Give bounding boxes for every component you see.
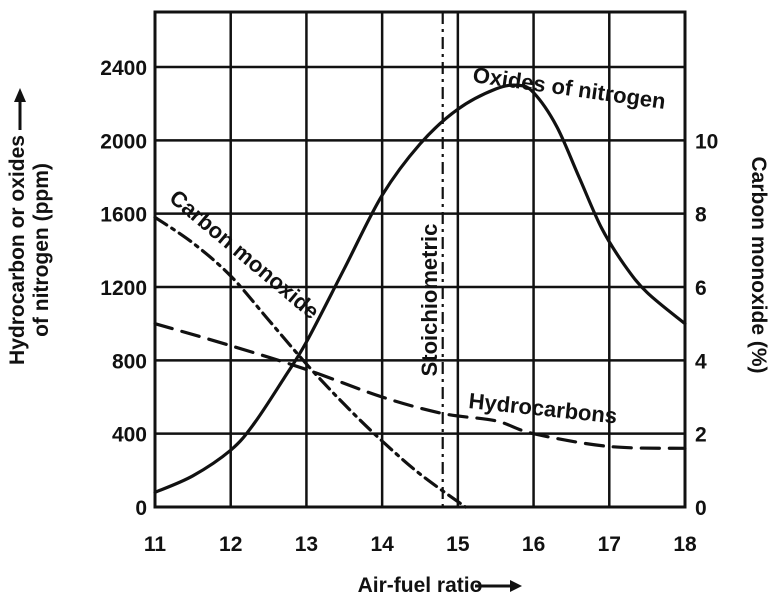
x-tick-label: 17: [598, 533, 621, 556]
y-left-tick-label: 2000: [100, 130, 147, 153]
left-axis-title-group: Hydrocarbon or oxides of nitrogen (ppm): [6, 135, 53, 365]
oxides-of-nitrogen-label: Oxides of nitrogen: [471, 62, 667, 114]
series-carbon-monoxide-line: [153, 215, 467, 509]
x-axis-title: Air-fuel ratio: [358, 574, 483, 597]
x-tick-label: 14: [370, 533, 394, 556]
y-right-tick-label: 8: [695, 204, 707, 227]
series-hydrocarbons-line: [153, 322, 687, 450]
x-tick-label: 15: [446, 533, 470, 556]
x-tick-label: 16: [522, 533, 545, 556]
stoichiometric-label: Stoichiometric: [417, 224, 442, 377]
y-left-tick-label: 1200: [100, 277, 147, 300]
y-right-tick-label: 0: [695, 497, 707, 520]
series-layer: [153, 83, 687, 509]
y-left-tick-label: 2400: [100, 57, 147, 80]
y-right-tick-label: 10: [695, 130, 718, 153]
x-tick-label: 12: [219, 533, 242, 556]
tick-labels: 11 12 13 14 15 16 17 18 0 400 800 1200 1600 2000 2400 0…: [100, 57, 718, 556]
plot-frame: [153, 10, 687, 509]
carbon-monoxide-label: Carbon monoxide: [165, 185, 324, 324]
x-tick-label: 11: [144, 533, 167, 556]
y-right-tick-label: 2: [695, 424, 707, 447]
series-oxides-of-nitrogen-line: [153, 83, 687, 494]
x-tick-label: 13: [295, 533, 318, 556]
x-tick-label: 18: [673, 533, 697, 556]
grid: [155, 12, 685, 507]
left-axis-title-line-2: of nitrogen (ppm): [30, 163, 53, 337]
left-axis-arrow: [14, 88, 26, 130]
y-left-tick-label: 800: [112, 350, 147, 373]
y-left-tick-label: 1600: [100, 204, 147, 227]
left-axis-title-line-1: Hydrocarbon or oxides: [6, 135, 29, 365]
hydrocarbons-label: Hydrocarbons: [467, 388, 618, 428]
y-left-tick-label: 0: [135, 497, 147, 520]
y-left-tick-label: 400: [112, 424, 147, 447]
y-right-tick-label: 6: [695, 277, 707, 300]
right-axis-title: Carbon monoxide (%): [747, 156, 770, 373]
x-axis-arrow: [475, 580, 522, 592]
y-right-tick-label: 4: [695, 350, 707, 373]
